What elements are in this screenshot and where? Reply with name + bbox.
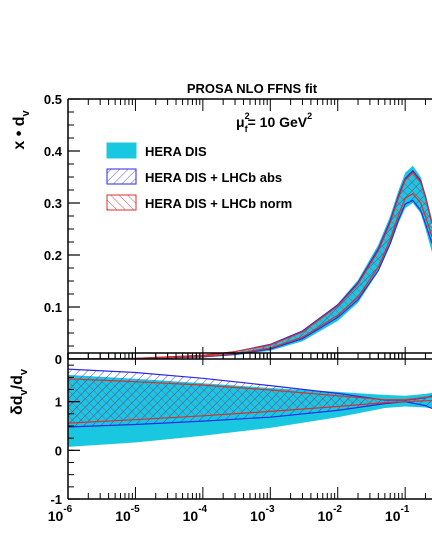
x-tick-label: 10-4 [183, 504, 208, 524]
svg-text:x • dv: x • dv [11, 109, 32, 149]
ratio-y-axis-label: δdv/dv [9, 368, 30, 415]
legend-swatch [106, 142, 137, 159]
svg-text:δdv/dv: δdv/dv [9, 368, 30, 415]
error-band [68, 378, 432, 424]
top-panel: 0 0.1 0.2 0.3 0.4 0.5 [44, 92, 432, 367]
legend-label: HERA DIS + LHCb norm [145, 196, 292, 211]
x-tick-label: 10-6 [48, 504, 73, 524]
x-tick-label: 10-3 [250, 504, 275, 524]
y-tick-label: 0.1 [44, 300, 62, 315]
y-tick-label: 0.5 [44, 92, 62, 107]
y-tick-label: -1 [50, 492, 62, 507]
bands-group [68, 368, 432, 447]
y-tick-label: 0 [55, 443, 62, 458]
legend-swatch [106, 194, 137, 211]
legend-swatch [106, 168, 137, 185]
band-lower-edge [68, 192, 432, 359]
x-tick-label: 10-2 [317, 504, 342, 524]
band-lower-edge [68, 400, 432, 424]
legend-entry: HERA DIS + LHCb norm [106, 194, 292, 211]
band-upper-edge [68, 378, 432, 401]
y-tick-label: 0 [55, 352, 62, 367]
legend: HERA DIS HERA DIS + LHCb abs HERA DIS + … [106, 142, 292, 211]
y-tick-label: 0.2 [44, 248, 62, 263]
chart-title: PROSA NLO FFNS fit [187, 81, 318, 96]
y-tick-label: 1 [55, 395, 62, 410]
scale-annotation: μ2 f= 10 GeV2 [236, 111, 312, 134]
ratio-panel: -1 0 1 10-6 10-5 10-4 10-3 10-2 10-1 [48, 352, 432, 524]
x-tick-label: 10-1 [385, 504, 410, 524]
y-tick-label: 0.3 [44, 196, 62, 211]
legend-label: HERA DIS + LHCb abs [145, 170, 282, 185]
legend-label: HERA DIS [145, 144, 207, 159]
band-lower-edge [68, 199, 432, 359]
top-y-axis-label: x • dv [11, 109, 32, 149]
x-tick-label: 10-5 [115, 504, 140, 524]
legend-entry: HERA DIS + LHCb abs [106, 168, 282, 185]
legend-entry: HERA DIS [106, 142, 207, 159]
y-tick-label: 0.4 [44, 144, 63, 159]
band-lower-edge [68, 401, 432, 428]
